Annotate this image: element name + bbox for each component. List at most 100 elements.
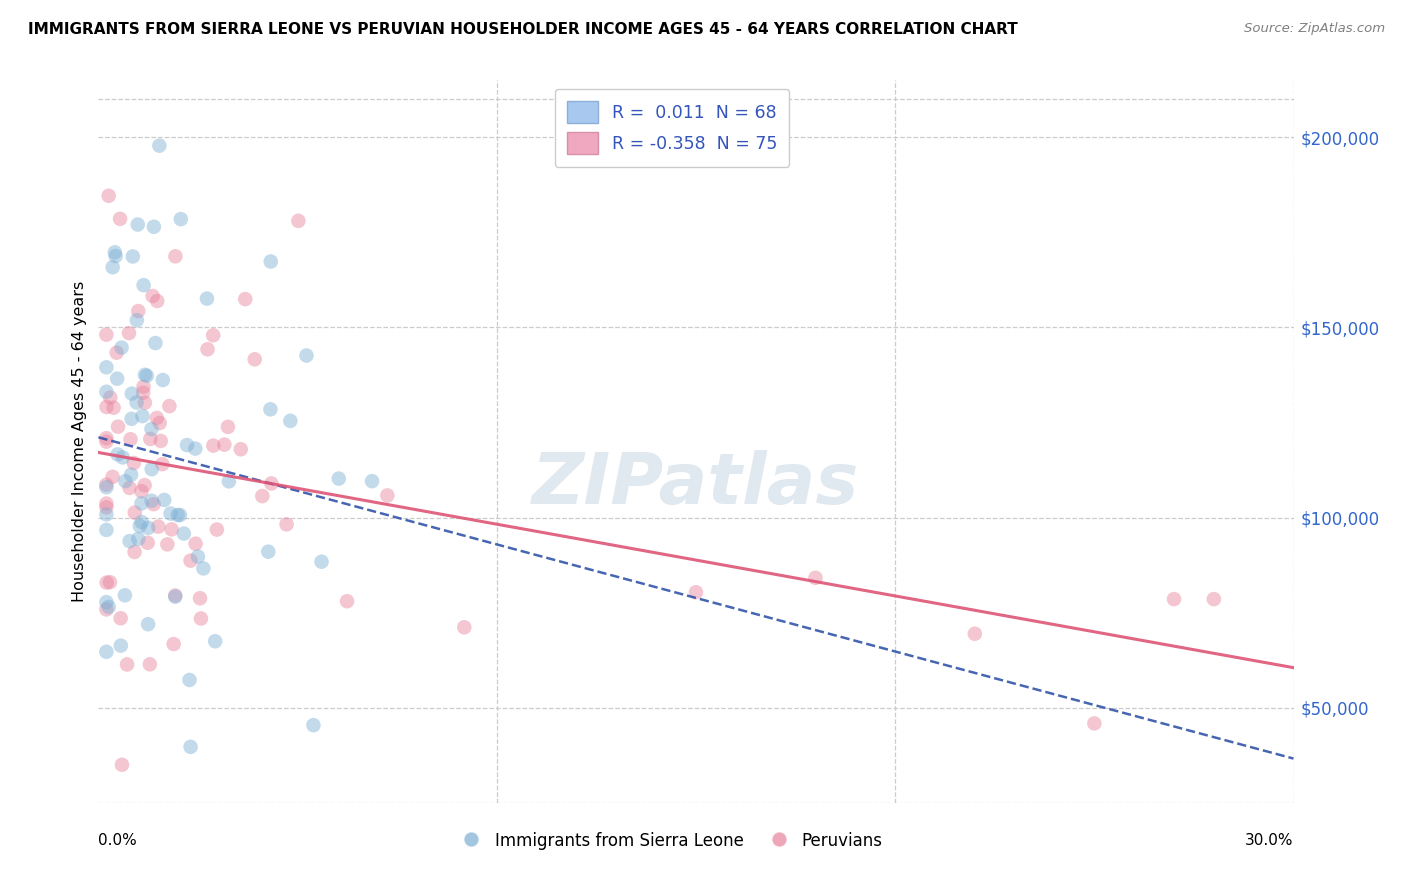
Point <box>336 594 359 608</box>
Point <box>188 591 211 606</box>
Point <box>160 522 183 536</box>
Point <box>165 249 187 263</box>
Point <box>96 384 118 399</box>
Point <box>97 188 120 202</box>
Text: IMMIGRANTS FROM SIERRA LEONE VS PERUVIAN HOUSEHOLDER INCOME AGES 45 - 64 YEARS C: IMMIGRANTS FROM SIERRA LEONE VS PERUVIAN… <box>28 22 1018 37</box>
Point <box>111 757 134 772</box>
Point <box>804 571 827 585</box>
Point <box>145 336 167 351</box>
Point <box>104 245 127 260</box>
Point <box>229 442 252 457</box>
Point <box>173 526 195 541</box>
Point <box>132 278 155 293</box>
Point <box>136 535 159 549</box>
Point <box>204 634 226 648</box>
Point <box>149 416 172 430</box>
Point <box>180 553 202 567</box>
Point <box>120 432 142 446</box>
Point <box>243 352 266 367</box>
Point <box>105 372 128 386</box>
Point <box>134 368 156 382</box>
Point <box>135 368 157 383</box>
Point <box>118 326 141 340</box>
Point <box>139 657 162 672</box>
Text: 30.0%: 30.0% <box>1246 833 1294 848</box>
Point <box>104 249 127 263</box>
Point <box>96 595 118 609</box>
Point <box>141 493 163 508</box>
Point <box>162 637 184 651</box>
Point <box>96 508 118 522</box>
Point <box>276 517 298 532</box>
Point <box>110 611 132 625</box>
Point <box>184 442 207 456</box>
Point <box>453 620 475 634</box>
Point <box>96 645 118 659</box>
Point <box>103 401 125 415</box>
Point <box>96 497 118 511</box>
Point <box>131 484 153 499</box>
Point <box>124 545 146 559</box>
Point <box>159 507 181 521</box>
Point <box>152 373 174 387</box>
Point <box>218 475 240 489</box>
Point <box>202 439 225 453</box>
Point <box>166 508 188 522</box>
Point <box>150 457 173 471</box>
Point <box>193 561 215 575</box>
Point <box>96 480 118 494</box>
Point <box>142 219 165 234</box>
Point <box>287 214 309 228</box>
Point <box>128 519 150 533</box>
Point <box>124 506 146 520</box>
Point <box>101 260 124 275</box>
Point <box>125 313 148 327</box>
Point <box>131 496 153 510</box>
Point <box>118 534 141 549</box>
Point <box>96 477 118 491</box>
Point <box>141 462 163 476</box>
Point <box>169 508 191 522</box>
Point <box>148 138 170 153</box>
Point <box>214 437 236 451</box>
Point <box>125 395 148 409</box>
Point <box>114 588 136 602</box>
Point <box>105 345 128 359</box>
Point <box>685 585 707 599</box>
Point <box>107 419 129 434</box>
Point <box>280 414 302 428</box>
Point <box>165 589 187 603</box>
Point <box>328 472 350 486</box>
Point <box>118 481 141 495</box>
Point <box>302 718 325 732</box>
Point <box>101 470 124 484</box>
Text: Source: ZipAtlas.com: Source: ZipAtlas.com <box>1244 22 1385 36</box>
Point <box>252 489 274 503</box>
Point <box>139 432 162 446</box>
Point <box>120 467 142 482</box>
Point <box>148 519 170 533</box>
Point <box>136 521 159 535</box>
Point <box>131 515 153 529</box>
Point <box>122 456 145 470</box>
Point <box>96 327 118 342</box>
Point <box>141 422 163 436</box>
Point <box>165 590 187 604</box>
Point <box>195 292 218 306</box>
Point <box>142 289 165 303</box>
Point <box>170 212 193 227</box>
Y-axis label: Householder Income Ages 45 - 64 years: Householder Income Ages 45 - 64 years <box>72 281 87 602</box>
Point <box>96 360 118 375</box>
Point <box>1083 716 1105 731</box>
Point <box>146 293 169 308</box>
Point <box>115 657 138 672</box>
Point <box>96 575 118 590</box>
Point <box>142 497 165 511</box>
Point <box>96 602 118 616</box>
Point <box>1163 592 1185 607</box>
Point <box>108 211 131 226</box>
Point <box>111 450 134 465</box>
Point <box>110 639 132 653</box>
Point <box>963 626 986 640</box>
Point <box>146 411 169 425</box>
